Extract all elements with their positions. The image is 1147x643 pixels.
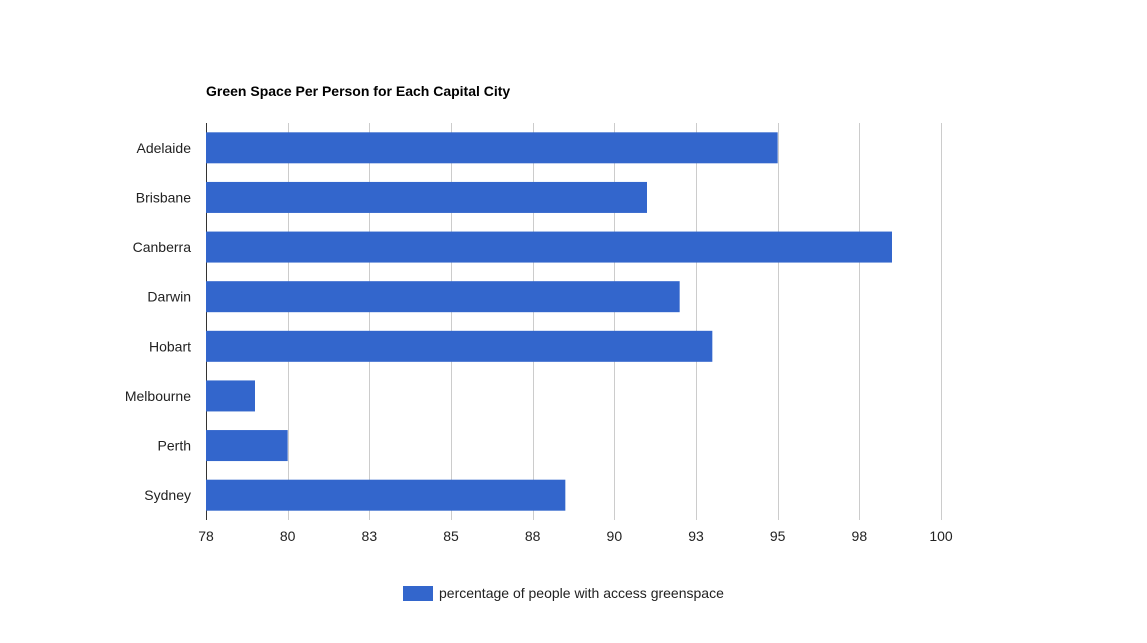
category-label: Perth [158,438,191,454]
x-tick-label: 88 [525,528,541,544]
category-label: Melbourne [125,388,191,404]
category-label: Hobart [149,338,191,354]
bar [206,181,647,213]
chart-title: Green Space Per Person for Each Capital … [206,83,510,99]
category-label: Brisbane [136,189,191,205]
x-tick-label: 78 [198,528,214,544]
x-tick-label: 93 [688,528,704,544]
x-tick-label: 80 [280,528,296,544]
x-tick-label: 98 [852,528,868,544]
bar [206,231,892,263]
bar [206,330,713,362]
bars [206,132,892,511]
category-label: Sydney [144,487,191,503]
legend-label: percentage of people with access greensp… [439,585,724,601]
category-label: Adelaide [137,140,192,156]
category-label: Canberra [133,239,192,255]
category-labels: Adelaide Brisbane Canberra Darwin Hobart Melb… [125,140,191,503]
x-tick-label: 85 [443,528,459,544]
bar [206,281,680,313]
legend-swatch [403,586,433,601]
bar [206,479,566,511]
bar [206,380,255,412]
category-label: Darwin [147,289,191,305]
x-tick-label: 95 [770,528,786,544]
x-tick-label: 83 [362,528,378,544]
x-tick-label: 100 [929,528,953,544]
x-axis-ticks: 78 80 83 85 88 90 93 95 98 100 [198,528,953,544]
legend: percentage of people with access greensp… [403,585,724,601]
bar [206,430,288,462]
x-tick-label: 90 [607,528,623,544]
bar [206,132,778,164]
